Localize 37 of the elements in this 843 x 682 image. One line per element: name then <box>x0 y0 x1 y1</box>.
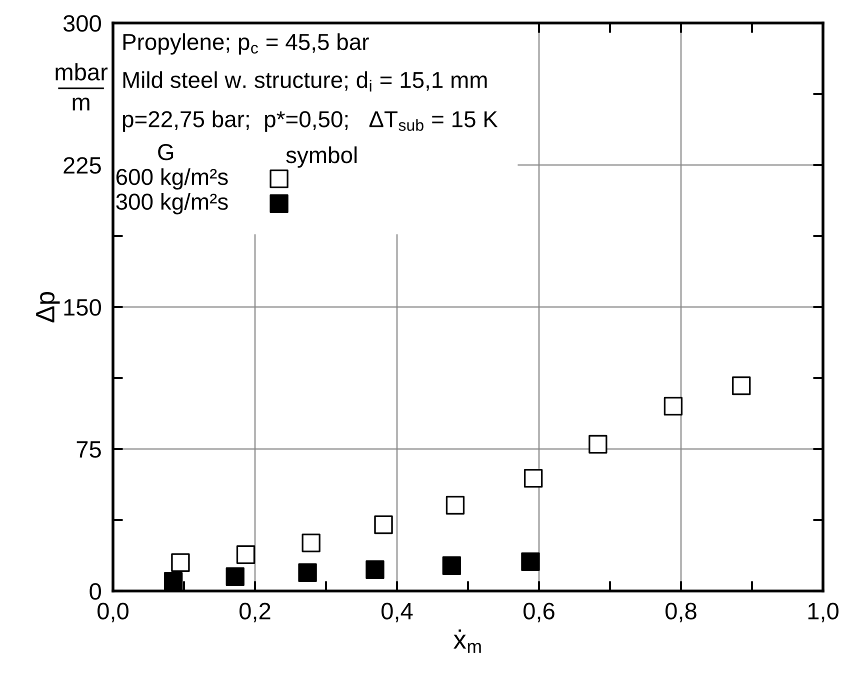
point <box>446 496 465 515</box>
point <box>302 534 320 552</box>
x-tick-label: 0,8 <box>666 602 696 622</box>
x-tick-label: 0,0 <box>98 602 128 622</box>
y-tick-label: 150 <box>64 299 101 316</box>
point <box>664 396 683 416</box>
text: mbar <box>56 63 108 80</box>
y-tick-label: 225 <box>64 157 101 174</box>
point <box>374 515 393 534</box>
y-axis-title: Δp <box>36 292 60 322</box>
annotation: Mild steel w. structure; d$_{i}$ = 15,1 mm <box>123 71 487 92</box>
point <box>171 553 190 572</box>
point <box>442 556 462 575</box>
text: m <box>72 98 90 110</box>
point <box>298 563 317 582</box>
x-tick-label: 0,2 <box>240 602 270 622</box>
legend-title: G <box>158 144 174 160</box>
annotation: p=22,75 bar; p*=0,50; ΔT$_{sub}$ = 15 K <box>123 110 498 132</box>
annotation: Propylene; p$_{c}$ = 45,5 bar <box>123 33 369 55</box>
y-tick-label: 300 <box>63 15 101 32</box>
point <box>521 552 540 571</box>
point <box>366 560 384 579</box>
x-tick-label: 0,4 <box>382 602 413 622</box>
point <box>164 572 183 591</box>
point <box>732 376 751 396</box>
legend-label: 300 kg/m²s <box>116 193 228 214</box>
x-axis-title: ẋ$_{m}$ <box>454 630 481 653</box>
y-tick-label: 75 <box>76 441 101 458</box>
annotation: symbol <box>286 146 357 168</box>
point <box>226 567 244 586</box>
x-tick-label: 0,6 <box>524 602 554 622</box>
legend-label: 600 kg/m²s <box>116 168 228 190</box>
point <box>524 469 543 488</box>
y-tick-label: 0 <box>90 583 101 600</box>
point <box>236 545 256 564</box>
x-tick-label: 1,0 <box>808 602 838 622</box>
point <box>588 434 608 454</box>
